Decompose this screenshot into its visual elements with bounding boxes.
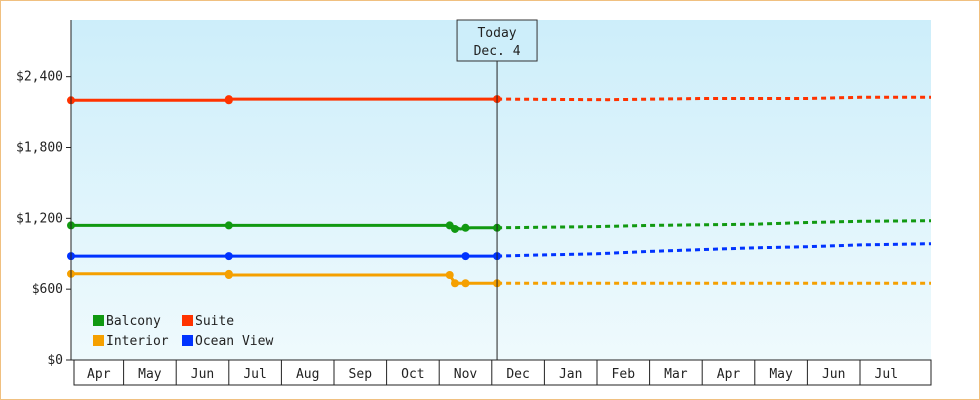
today-date: Dec. 4: [474, 44, 521, 59]
legend-label-balcony: Balcony: [106, 314, 161, 329]
x-tick-label: Nov: [454, 367, 478, 382]
series-interior-point: [445, 271, 454, 279]
today-marker: Today Dec. 4: [456, 19, 538, 360]
series-balcony-projected-line: [497, 219, 932, 230]
legend: Balcony Suite Interior Ocean View: [93, 314, 273, 349]
x-tick-label: Apr: [87, 367, 111, 382]
today-label: Today: [477, 26, 516, 41]
x-tick-label: May: [138, 367, 162, 382]
series-suite-projected-line: [497, 95, 931, 102]
x-tick-label: Jun: [191, 367, 214, 382]
series-suite-actual-line: [71, 97, 498, 102]
legend-label-interior: Interior: [106, 334, 169, 349]
legend-label-suite: Suite: [195, 314, 234, 329]
today-label-box: [456, 19, 538, 62]
x-tick-label: May: [769, 367, 793, 382]
series-suite-point: [224, 95, 233, 104]
x-axis-band: [73, 359, 932, 386]
x-tick-label: Oct: [401, 367, 424, 382]
series-ocean-view-projected-line: [497, 242, 932, 258]
y-tick-label: $2,400: [16, 70, 63, 85]
series-interior-point: [461, 279, 470, 288]
legend-label-ocean-view: Ocean View: [195, 334, 273, 349]
series-balcony-point: [224, 221, 233, 230]
x-axis-ticks: Apr May Jun Jul Aug Sep Oct Nov Dec Jan Feb Mar Apr M…: [87, 360, 898, 385]
series-balcony-point: [450, 224, 459, 233]
y-tick-label: $0: [47, 353, 63, 368]
x-tick-label: Jul: [243, 367, 266, 382]
series-layer: [67, 95, 932, 288]
legend-swatch-ocean-view: [182, 335, 193, 346]
y-tick-label: $600: [32, 282, 63, 297]
x-tick-label: Dec: [506, 367, 529, 382]
x-tick-label: Jan: [559, 367, 582, 382]
x-tick-label: Feb: [612, 367, 636, 382]
series-ocean-view-point: [224, 252, 233, 261]
x-tick-label: Mar: [664, 367, 688, 382]
x-tick-label: Jul: [875, 367, 898, 382]
x-tick-label: Sep: [349, 367, 373, 382]
series-interior-point: [224, 271, 233, 279]
y-tick-label: $1,200: [16, 211, 63, 226]
y-axis-ticks: $0 $600 $1,200 $1,800 $2,400: [16, 70, 71, 368]
legend-swatch-balcony: [93, 315, 104, 326]
series-balcony-point: [461, 223, 470, 232]
legend-swatch-interior: [93, 335, 104, 346]
series-interior-point: [450, 279, 459, 288]
legend-swatch-suite: [182, 315, 193, 326]
series-ocean-view-point: [461, 252, 470, 261]
y-tick-label: $1,800: [16, 141, 63, 156]
x-tick-label: Jun: [822, 367, 845, 382]
x-tick-label: Apr: [717, 367, 741, 382]
x-tick-label: Aug: [296, 367, 319, 382]
plot-background: [71, 20, 931, 360]
